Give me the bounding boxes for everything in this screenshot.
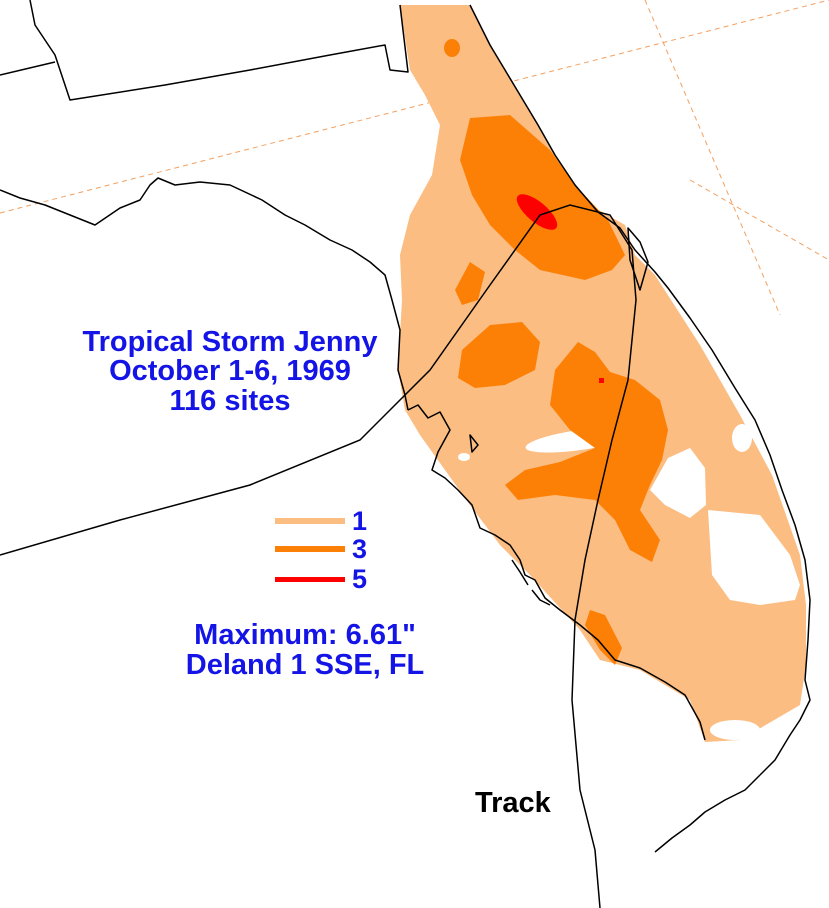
maximum-value: Maximum: 6.61": [194, 619, 416, 651]
storm-track-line: [0, 204, 637, 908]
coastline: [0, 0, 811, 853]
storm-title: Tropical Storm Jenny: [82, 326, 378, 358]
legend-label-5: 5: [352, 564, 368, 594]
legend-swatch-3: [275, 546, 345, 552]
maximum-location: Deland 1 SSE, FL: [185, 649, 425, 681]
legend-swatch-5: [275, 577, 345, 582]
legend-swatch-1: [275, 518, 345, 524]
site-count: 116 sites: [169, 385, 291, 417]
track-label: Track: [475, 787, 551, 819]
graticule: [0, 0, 829, 316]
storm-dates: October 1-6, 1969: [109, 355, 351, 387]
rainfall-contour-3in: [444, 39, 668, 665]
legend-label-3: 3: [352, 534, 368, 564]
rainfall-contour-5in: [516, 194, 604, 383]
below-threshold-areas: [458, 424, 800, 740]
legend-label-1: 1: [352, 506, 368, 536]
